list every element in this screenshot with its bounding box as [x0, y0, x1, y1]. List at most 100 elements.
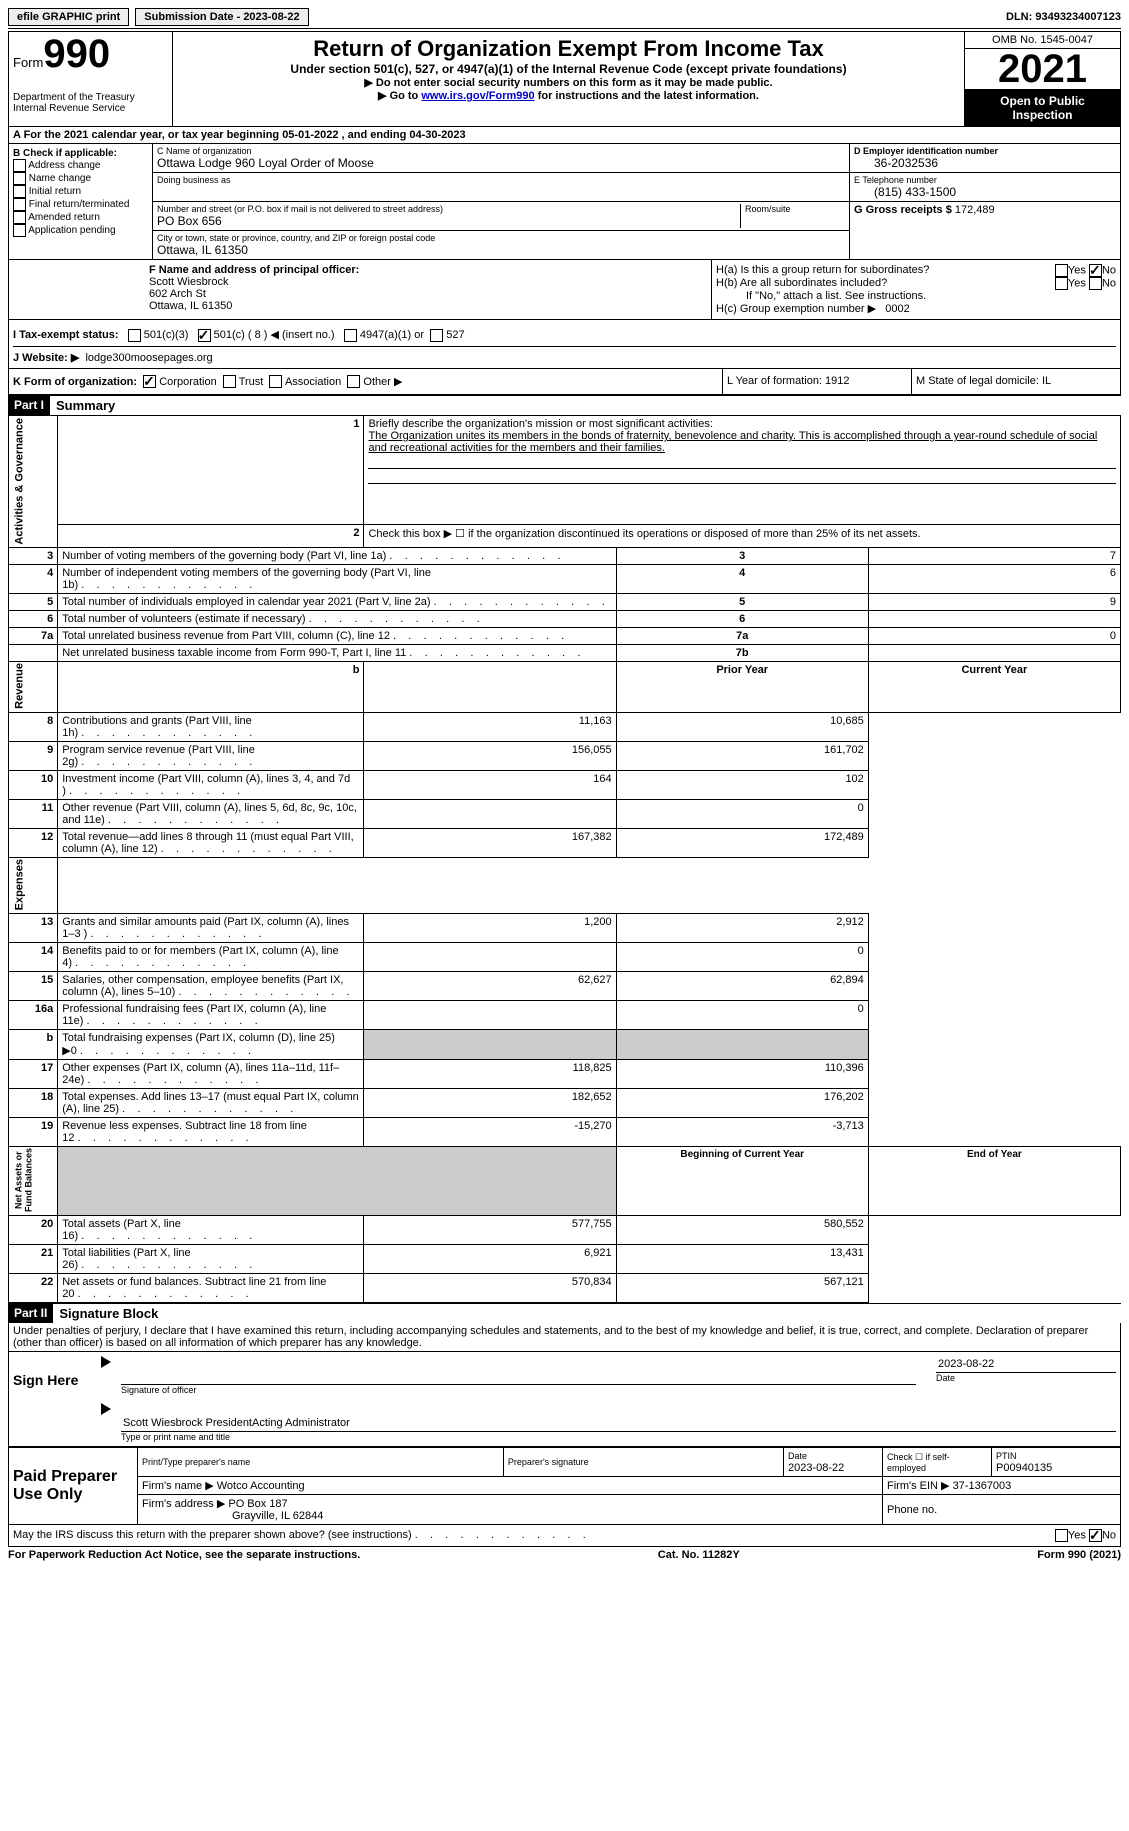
- form-num: 990: [43, 32, 110, 76]
- line2-pre: ▶ Go to: [378, 90, 421, 102]
- i-4947[interactable]: [344, 329, 357, 342]
- firm-ein: 37-1367003: [953, 1480, 1012, 1492]
- b-opt[interactable]: Initial return: [13, 185, 148, 198]
- officer-name: Scott Wiesbrock: [149, 276, 707, 288]
- part1-header: Part I Summary: [8, 395, 1121, 415]
- efile-btn[interactable]: efile GRAPHIC print: [8, 8, 129, 26]
- current-hdr: Current Year: [868, 661, 1120, 712]
- j-label: J Website: ▶: [13, 352, 79, 364]
- i-501c3[interactable]: [128, 329, 141, 342]
- b-opt[interactable]: Address change: [13, 159, 148, 172]
- i-label: I Tax-exempt status:: [13, 329, 119, 341]
- part2-label: Part II: [8, 1304, 53, 1323]
- form-title: Return of Organization Exempt From Incom…: [177, 36, 960, 62]
- exp-row: 19Revenue less expenses. Subtract line 1…: [9, 1117, 1121, 1146]
- officer-addr2: Ottawa, IL 61350: [149, 300, 707, 312]
- k-assoc[interactable]: [269, 375, 282, 388]
- b-opt[interactable]: Name change: [13, 172, 148, 185]
- firm-city: Grayville, IL 62844: [142, 1510, 323, 1522]
- prior-hdr: Prior Year: [616, 661, 868, 712]
- gov-row: 7aTotal unrelated business revenue from …: [9, 627, 1121, 644]
- rev-label: Revenue: [9, 661, 58, 712]
- exp-row: 18Total expenses. Add lines 13–17 (must …: [9, 1088, 1121, 1117]
- hc: H(c) Group exemption number ▶: [716, 303, 876, 315]
- b-opt[interactable]: Amended return: [13, 211, 148, 224]
- gov-row: 6Total number of volunteers (estimate if…: [9, 610, 1121, 627]
- open-public: Open to Public Inspection: [965, 90, 1120, 126]
- exp-row: 16aProfessional fundraising fees (Part I…: [9, 1000, 1121, 1029]
- phone-label: Phone no.: [887, 1504, 937, 1516]
- rev-row: 9Program service revenue (Part VIII, lin…: [9, 741, 1121, 770]
- ha-yes[interactable]: [1055, 264, 1068, 277]
- discuss-yes[interactable]: [1055, 1529, 1068, 1542]
- sig-date: 2023-08-22: [936, 1356, 1116, 1373]
- irs-link[interactable]: www.irs.gov/Form990: [421, 90, 534, 102]
- b-label: B Check if applicable:: [13, 148, 148, 159]
- k-label: K Form of organization:: [13, 376, 137, 388]
- part1-label: Part I: [8, 396, 50, 415]
- top-bar: efile GRAPHIC print Submission Date - 20…: [8, 8, 1121, 29]
- sign-block: Sign Here Signature of officer 2023-08-2…: [8, 1352, 1121, 1447]
- b-opt[interactable]: Application pending: [13, 224, 148, 237]
- room-label: Room/suite: [745, 204, 845, 214]
- form-header: Form990 Department of the Treasury Inter…: [8, 31, 1121, 127]
- end-hdr: End of Year: [868, 1146, 1120, 1215]
- hb-yes[interactable]: [1055, 277, 1068, 290]
- gov-row: Net unrelated business taxable income fr…: [9, 644, 1121, 661]
- firm-addr-label: Firm's address ▶: [142, 1498, 225, 1510]
- rev-row: 10Investment income (Part VIII, column (…: [9, 770, 1121, 799]
- line2-post: for instructions and the latest informat…: [535, 90, 759, 102]
- row-a: A For the 2021 calendar year, or tax yea…: [8, 127, 1121, 144]
- ein: 36-2032536: [854, 156, 1116, 170]
- hb: H(b) Are all subordinates included?: [716, 277, 887, 290]
- hb-note: If "No," attach a list. See instructions…: [716, 290, 1116, 302]
- date-label: Date: [936, 1373, 1116, 1383]
- ptin-label: PTIN: [996, 1451, 1017, 1461]
- perjury: Under penalties of perjury, I declare th…: [8, 1323, 1121, 1352]
- part2-title: Signature Block: [53, 1304, 164, 1323]
- ha-no[interactable]: [1089, 264, 1102, 277]
- i-527[interactable]: [430, 329, 443, 342]
- footer-mid: Cat. No. 11282Y: [658, 1549, 740, 1561]
- net-row: 20Total assets (Part X, line 16)577,7555…: [9, 1216, 1121, 1245]
- section-fh: F Name and address of principal officer:…: [8, 260, 1121, 320]
- b-opts: Address change Name change Initial retur…: [13, 159, 148, 237]
- addr: PO Box 656: [157, 214, 740, 228]
- k-corp[interactable]: [143, 375, 156, 388]
- i-501c[interactable]: [198, 329, 211, 342]
- gross-label: G Gross receipts $: [854, 204, 952, 216]
- paid-label: Paid Preparer Use Only: [9, 1448, 138, 1525]
- officer-name-sig: Scott Wiesbrock PresidentActing Administ…: [123, 1417, 350, 1429]
- tel: (815) 433-1500: [854, 185, 1116, 199]
- ptin: P00940135: [996, 1462, 1052, 1474]
- gross: 172,489: [955, 204, 995, 216]
- m-state: M State of legal domicile: IL: [911, 369, 1120, 395]
- gov-row: 5Total number of individuals employed in…: [9, 593, 1121, 610]
- name-label: Type or print name and title: [121, 1432, 1116, 1442]
- rev-row: 11Other revenue (Part VIII, column (A), …: [9, 799, 1121, 828]
- exp-label: Expenses: [9, 857, 58, 913]
- b-opt[interactable]: Final return/terminated: [13, 198, 148, 211]
- f-label: F Name and address of principal officer:: [149, 264, 707, 276]
- website: lodge300moosepages.org: [85, 352, 212, 364]
- discuss-row: May the IRS discuss this return with the…: [8, 1525, 1121, 1547]
- section-bcd: B Check if applicable: Address change Na…: [8, 144, 1121, 260]
- tax-year: 2021: [965, 49, 1120, 90]
- net-row: 21Total liabilities (Part X, line 26)6,9…: [9, 1245, 1121, 1274]
- ha: H(a) Is this a group return for subordin…: [716, 264, 929, 277]
- gov-row: 4Number of independent voting members of…: [9, 564, 1121, 593]
- rev-row: 12Total revenue—add lines 8 through 11 (…: [9, 828, 1121, 857]
- ein-label: D Employer identification number: [854, 146, 1116, 156]
- k-other[interactable]: [347, 375, 360, 388]
- exp-row: 15Salaries, other compensation, employee…: [9, 971, 1121, 1000]
- hb-no[interactable]: [1089, 277, 1102, 290]
- discuss-no[interactable]: [1089, 1529, 1102, 1542]
- rev-row: 8Contributions and grants (Part VIII, li…: [9, 712, 1121, 741]
- submission-btn[interactable]: Submission Date - 2023-08-22: [135, 8, 308, 26]
- tel-label: E Telephone number: [854, 175, 1116, 185]
- firm-name-label: Firm's name ▶: [142, 1480, 214, 1492]
- k-trust[interactable]: [223, 375, 236, 388]
- summary-table: Activities & Governance 1 Briefly descri…: [8, 415, 1121, 1303]
- firm-addr: PO Box 187: [228, 1498, 287, 1510]
- exp-row: 17Other expenses (Part IX, column (A), l…: [9, 1059, 1121, 1088]
